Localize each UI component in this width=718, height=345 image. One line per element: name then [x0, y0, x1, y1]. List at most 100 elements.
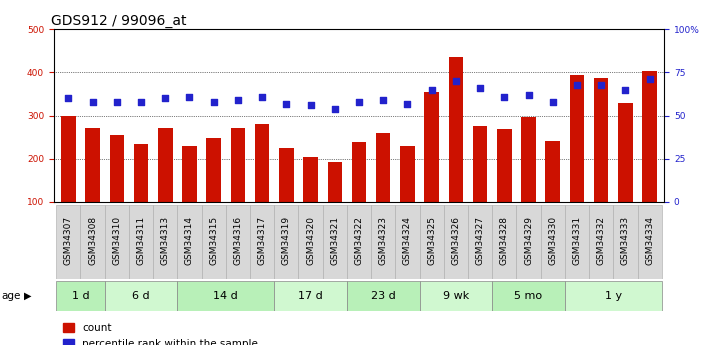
Point	[547, 99, 559, 105]
Bar	[207, 138, 221, 202]
FancyBboxPatch shape	[565, 281, 662, 310]
Bar	[569, 76, 584, 202]
Text: ▶: ▶	[24, 291, 31, 301]
Bar	[400, 146, 415, 202]
Bar	[618, 103, 633, 202]
Text: GSM34308: GSM34308	[88, 216, 97, 265]
Text: 14 d: 14 d	[213, 291, 238, 301]
Bar	[546, 141, 560, 202]
Text: GSM34330: GSM34330	[549, 216, 557, 265]
FancyBboxPatch shape	[274, 281, 347, 310]
Bar	[497, 128, 511, 202]
Point	[620, 87, 631, 92]
FancyBboxPatch shape	[347, 205, 371, 279]
Bar	[85, 128, 100, 202]
Point	[498, 94, 510, 99]
FancyBboxPatch shape	[468, 205, 493, 279]
Text: 23 d: 23 d	[370, 291, 396, 301]
Bar	[376, 133, 391, 202]
Bar	[424, 92, 439, 202]
Text: GSM34326: GSM34326	[452, 216, 460, 265]
Text: GSM34320: GSM34320	[306, 216, 315, 265]
Bar	[255, 124, 269, 202]
Point	[523, 92, 534, 98]
Point	[135, 99, 146, 105]
FancyBboxPatch shape	[225, 205, 250, 279]
FancyBboxPatch shape	[396, 205, 419, 279]
FancyBboxPatch shape	[177, 205, 202, 279]
Text: GSM34325: GSM34325	[427, 216, 436, 265]
FancyBboxPatch shape	[299, 205, 322, 279]
FancyBboxPatch shape	[347, 281, 419, 310]
Point	[572, 82, 583, 87]
FancyBboxPatch shape	[105, 205, 129, 279]
Text: GSM34333: GSM34333	[621, 216, 630, 265]
Text: 5 mo: 5 mo	[515, 291, 543, 301]
Text: 6 d: 6 d	[132, 291, 150, 301]
Point	[281, 101, 292, 106]
Point	[305, 102, 317, 108]
Text: 1 y: 1 y	[605, 291, 622, 301]
Text: GSM34323: GSM34323	[378, 216, 388, 265]
FancyBboxPatch shape	[419, 281, 493, 310]
Text: GSM34329: GSM34329	[524, 216, 533, 265]
Point	[595, 82, 607, 87]
Text: GSM34327: GSM34327	[475, 216, 485, 265]
Point	[159, 96, 171, 101]
Text: GSM34331: GSM34331	[572, 216, 582, 265]
Bar	[279, 148, 294, 202]
Point	[62, 96, 74, 101]
FancyBboxPatch shape	[56, 205, 80, 279]
Text: GSM34321: GSM34321	[330, 216, 340, 265]
Bar	[61, 117, 75, 202]
Point	[378, 97, 389, 103]
Text: GSM34334: GSM34334	[645, 216, 654, 265]
Point	[329, 106, 340, 111]
FancyBboxPatch shape	[80, 205, 105, 279]
Bar	[182, 146, 197, 202]
Bar	[110, 135, 124, 202]
FancyBboxPatch shape	[589, 205, 613, 279]
FancyBboxPatch shape	[105, 281, 177, 310]
Text: GSM34314: GSM34314	[185, 216, 194, 265]
FancyBboxPatch shape	[177, 281, 274, 310]
FancyBboxPatch shape	[638, 205, 662, 279]
FancyBboxPatch shape	[56, 281, 105, 310]
Text: 9 wk: 9 wk	[443, 291, 469, 301]
Point	[87, 99, 98, 105]
Bar	[594, 78, 608, 202]
Text: 17 d: 17 d	[298, 291, 323, 301]
Text: GSM34324: GSM34324	[403, 216, 412, 265]
FancyBboxPatch shape	[493, 281, 565, 310]
Text: GSM34317: GSM34317	[258, 216, 266, 265]
Text: GSM34307: GSM34307	[64, 216, 73, 265]
FancyBboxPatch shape	[202, 205, 225, 279]
Bar	[449, 57, 463, 202]
Text: GSM34315: GSM34315	[209, 216, 218, 265]
Bar	[643, 71, 657, 202]
Point	[450, 78, 462, 84]
Point	[232, 97, 243, 103]
Text: GSM34313: GSM34313	[161, 216, 169, 265]
Text: GSM34316: GSM34316	[233, 216, 243, 265]
Text: GSM34311: GSM34311	[136, 216, 146, 265]
Point	[475, 85, 486, 91]
FancyBboxPatch shape	[322, 205, 347, 279]
Bar	[521, 117, 536, 202]
Point	[208, 99, 220, 105]
Point	[426, 87, 437, 92]
Bar	[230, 128, 245, 202]
Text: GSM34319: GSM34319	[282, 216, 291, 265]
Point	[353, 99, 365, 105]
Text: age: age	[1, 291, 21, 301]
Point	[184, 94, 195, 99]
FancyBboxPatch shape	[516, 205, 541, 279]
FancyBboxPatch shape	[371, 205, 396, 279]
FancyBboxPatch shape	[250, 205, 274, 279]
Text: 1 d: 1 d	[72, 291, 89, 301]
Text: GSM34322: GSM34322	[355, 216, 363, 265]
Bar	[327, 162, 342, 202]
Legend: count, percentile rank within the sample: count, percentile rank within the sample	[59, 319, 262, 345]
FancyBboxPatch shape	[419, 205, 444, 279]
FancyBboxPatch shape	[493, 205, 516, 279]
